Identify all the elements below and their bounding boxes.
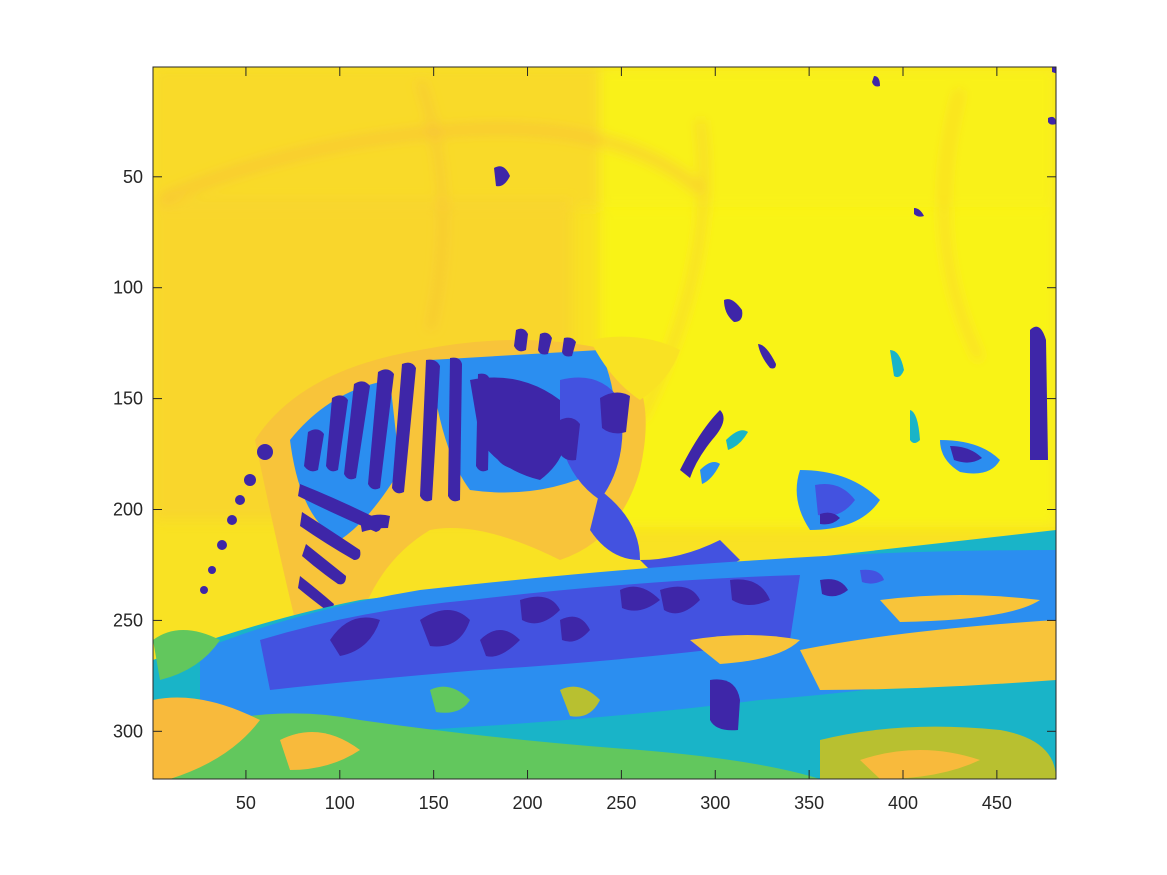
x-tick-label: 450 xyxy=(982,793,1012,813)
x-tick-label: 150 xyxy=(419,793,449,813)
y-tick-label: 100 xyxy=(113,278,143,298)
y-tick-label: 50 xyxy=(123,167,143,187)
ground-band xyxy=(153,530,1056,779)
y-tick-label: 250 xyxy=(113,610,143,630)
tiger-head xyxy=(590,299,776,484)
x-axis: 50 100 150 200 250 300 350 400 450 xyxy=(236,67,1012,813)
y-tick-label: 150 xyxy=(113,389,143,409)
x-tick-label: 50 xyxy=(236,793,256,813)
heatmap-image xyxy=(153,67,1056,779)
tiger-stripes xyxy=(200,328,630,611)
x-tick-label: 400 xyxy=(888,793,918,813)
y-tick-label: 300 xyxy=(113,721,143,741)
axes: 50 100 150 200 250 300 350 400 450 50 100 150 200 25… xyxy=(113,66,1057,813)
y-tick-label: 200 xyxy=(113,500,143,520)
y-axis: 50 100 150 200 250 300 xyxy=(113,167,1056,741)
x-tick-label: 200 xyxy=(513,793,543,813)
x-tick-label: 250 xyxy=(606,793,636,813)
x-tick-label: 300 xyxy=(700,793,730,813)
x-tick-label: 350 xyxy=(794,793,824,813)
axes-box xyxy=(152,66,1057,780)
x-tick-label: 100 xyxy=(325,793,355,813)
heatmap-texture xyxy=(153,67,1056,527)
scene-right xyxy=(494,67,1056,530)
